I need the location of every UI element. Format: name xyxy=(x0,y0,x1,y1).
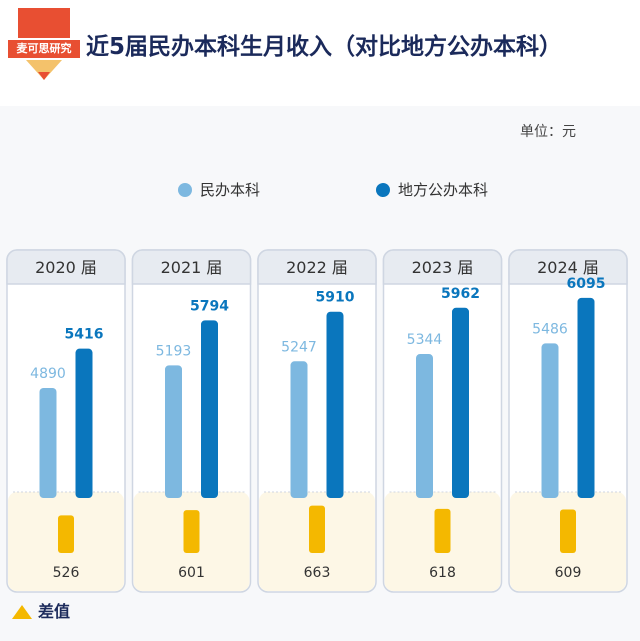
category-panel-header xyxy=(508,249,628,285)
bar-label-private: 5247 xyxy=(281,339,317,355)
category-label: 2021 届 xyxy=(161,258,223,277)
bar-label-diff: 601 xyxy=(178,565,205,581)
bar-private xyxy=(541,343,559,498)
bar-label-public: 6095 xyxy=(567,276,606,292)
legend-label-private: 民办本科 xyxy=(200,181,261,199)
legend-swatch-public xyxy=(376,183,390,197)
legend-label-diff: 差值 xyxy=(38,602,71,621)
logo-pencil-tip-icon xyxy=(26,60,62,80)
logo-pencil-point-icon xyxy=(38,72,50,80)
bar-private xyxy=(39,388,57,498)
legend-item-public: 地方公办本科 xyxy=(376,178,488,202)
bar-diff xyxy=(434,508,451,553)
header: 麦可思研究 近5届民办本科生月收入（对比地方公办本科） xyxy=(0,0,640,100)
bar-public xyxy=(75,348,93,498)
category-label: 2022 届 xyxy=(286,258,348,277)
logo-text: 麦可思研究 xyxy=(8,40,80,58)
bar-private xyxy=(165,365,182,498)
legend-swatch-private xyxy=(178,183,192,197)
bar-private xyxy=(290,361,308,498)
category-panel-header xyxy=(131,249,252,285)
bar-public xyxy=(326,311,344,498)
bar-label-public: 5910 xyxy=(316,290,355,306)
bar-private xyxy=(416,354,433,498)
bar-label-diff: 526 xyxy=(53,565,80,581)
bar-public xyxy=(201,320,218,498)
legend-item-diff: 差值 xyxy=(12,600,70,624)
bar-diff xyxy=(309,505,325,553)
bar-diff xyxy=(560,509,576,553)
category-label: 2023 届 xyxy=(412,258,474,277)
bar-label-private: 5486 xyxy=(532,321,568,337)
bar-diff xyxy=(58,515,74,553)
category-label: 2024 届 xyxy=(537,258,599,277)
bar-label-public: 5416 xyxy=(65,327,104,343)
logo-badge xyxy=(18,8,70,80)
bar-public xyxy=(452,307,469,498)
category-panel-header xyxy=(6,249,126,285)
page-title: 近5届民办本科生月收入（对比地方公办本科） xyxy=(86,34,563,60)
bar-label-public: 5794 xyxy=(190,298,229,314)
unit-label: 单位：元 xyxy=(520,124,576,140)
bar-label-diff: 609 xyxy=(555,565,582,581)
category-panel-header xyxy=(382,249,503,285)
bar-public xyxy=(577,297,595,498)
bar-label-diff: 618 xyxy=(429,565,456,581)
legend-item-private: 民办本科 xyxy=(178,178,260,202)
diff-triangle-icon xyxy=(12,605,32,619)
bar-label-private: 4890 xyxy=(30,366,66,382)
bar-label-private: 5344 xyxy=(407,332,443,348)
logo-red-block xyxy=(18,8,70,38)
bar-label-public: 5962 xyxy=(441,286,480,302)
category-label: 2020 届 xyxy=(35,258,97,277)
bar-label-diff: 663 xyxy=(304,565,331,581)
bar-diff xyxy=(183,510,200,553)
category-panel-header xyxy=(257,249,377,285)
bar-label-private: 5193 xyxy=(156,343,192,359)
legend-label-public: 地方公办本科 xyxy=(398,181,489,199)
